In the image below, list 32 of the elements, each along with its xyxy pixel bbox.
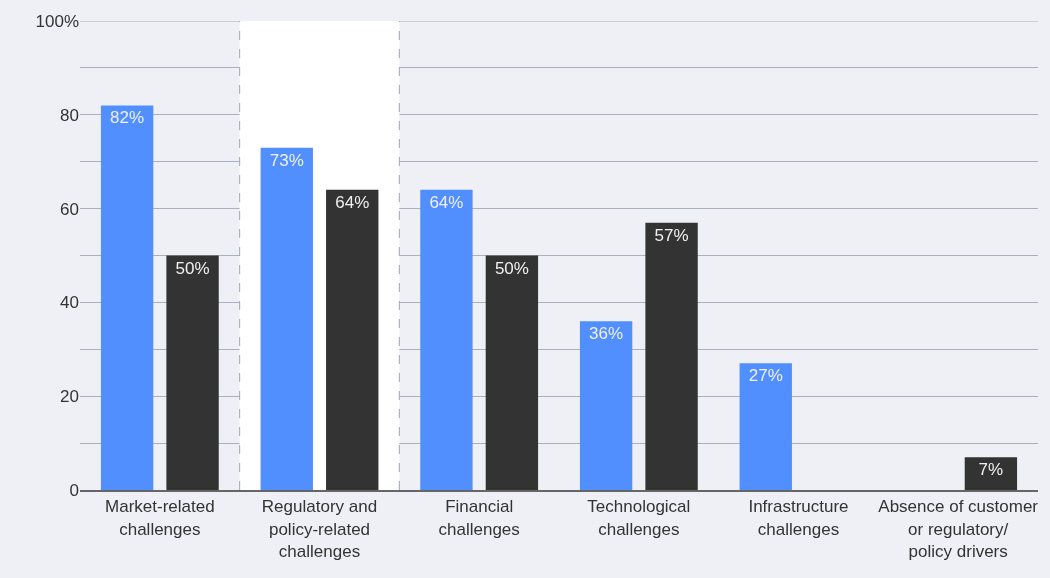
bar <box>964 457 1018 490</box>
data-label: 64% <box>429 192 464 212</box>
x-tick-label: Financial challenges <box>438 497 520 539</box>
bar <box>645 222 698 490</box>
data-label: 57% <box>654 225 689 245</box>
bar <box>420 189 473 490</box>
bar <box>260 147 313 490</box>
bar <box>485 255 539 490</box>
y-tick-label: 100% <box>35 11 79 31</box>
data-label: 73% <box>269 150 304 170</box>
y-tick-label: 0 <box>69 480 79 500</box>
bar <box>326 189 379 490</box>
bar <box>166 255 219 490</box>
data-label: 50% <box>494 258 529 278</box>
data-label: 64% <box>335 192 370 212</box>
data-label: 27% <box>748 366 783 386</box>
x-tick-label: Regulatory and policy-related challenges <box>261 497 378 561</box>
bar <box>579 321 633 490</box>
y-tick-label: 80 <box>60 105 79 125</box>
data-label: 50% <box>175 258 210 278</box>
x-tick-label: Absence of customer or regulatory/ policy drivers <box>878 497 1039 561</box>
data-label: 7% <box>978 460 1004 480</box>
data-label: 36% <box>589 324 624 344</box>
bar <box>739 363 792 490</box>
x-tick-label: Market-related challenges <box>105 497 215 539</box>
y-tick-label: 40 <box>60 293 79 313</box>
x-tick-label: Infrastructure challenges <box>748 497 849 539</box>
y-tick-label: 20 <box>60 387 79 407</box>
bar <box>100 105 154 490</box>
data-label: 82% <box>110 108 145 128</box>
y-tick-label: 60 <box>60 199 79 219</box>
x-tick-label: Technological challenges <box>587 497 691 539</box>
